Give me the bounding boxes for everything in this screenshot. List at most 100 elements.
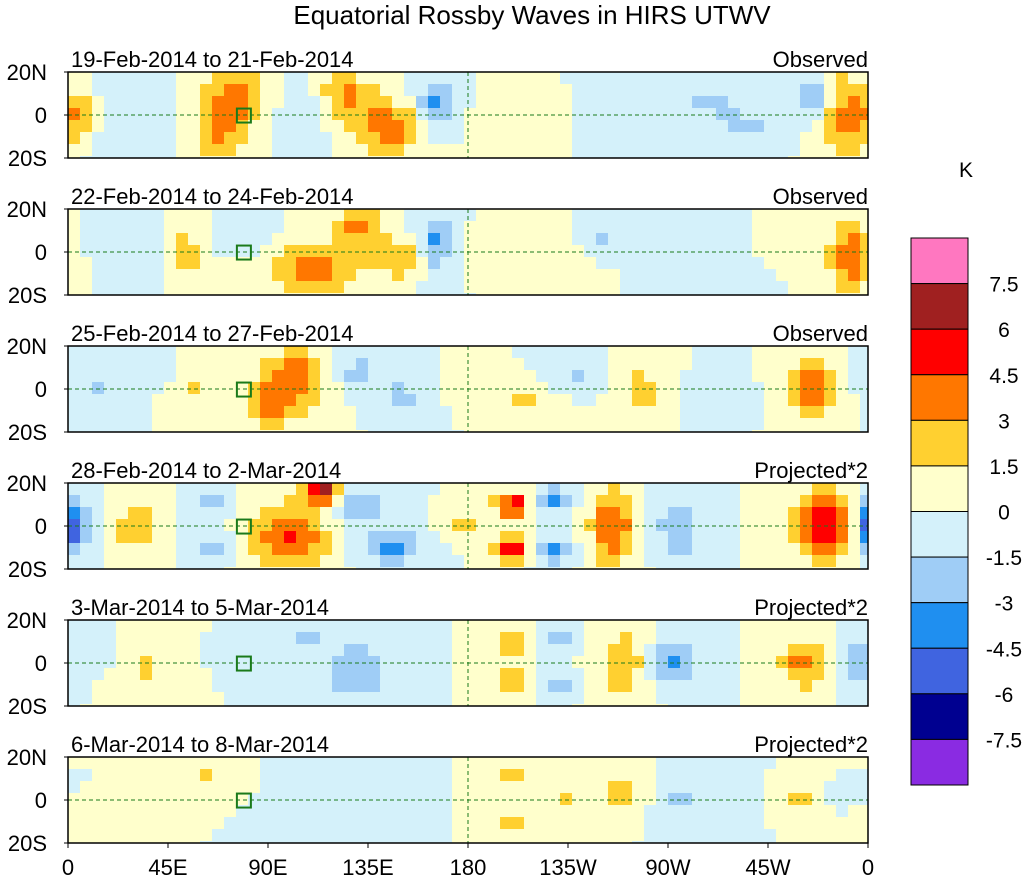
field-cell	[320, 418, 333, 431]
colorbar-unit: K	[959, 159, 973, 182]
field-cell	[344, 418, 357, 431]
field-cell	[812, 829, 825, 842]
field-cell	[572, 644, 585, 657]
field-cell	[440, 829, 453, 842]
field-cell	[440, 519, 453, 532]
field-cell	[188, 680, 201, 693]
field-cell	[440, 233, 453, 246]
field-cell	[464, 430, 477, 432]
field-cell	[92, 346, 105, 359]
field-cell	[632, 632, 645, 645]
field-cell	[728, 680, 741, 693]
field-cell	[404, 430, 417, 432]
field-cell	[512, 680, 525, 693]
field-cell	[236, 769, 249, 782]
field-cell	[536, 507, 549, 520]
field-cell	[368, 96, 381, 109]
field-cell	[356, 293, 369, 295]
field-cell	[716, 644, 729, 657]
field-cell	[800, 245, 813, 258]
field-cell	[488, 394, 501, 407]
field-cell	[116, 555, 129, 568]
field-cell	[800, 567, 813, 569]
field-cell	[212, 394, 225, 407]
field-cell	[320, 257, 333, 270]
field-cell	[344, 781, 357, 794]
field-cell	[608, 120, 621, 133]
field-cell	[596, 632, 609, 645]
field-cell	[812, 543, 825, 556]
field-cell	[380, 757, 393, 770]
field-cell	[752, 757, 765, 770]
field-cell	[764, 120, 777, 133]
field-cell	[344, 644, 357, 657]
field-cell	[272, 757, 285, 770]
field-cell	[104, 132, 117, 145]
field-cell	[212, 680, 225, 693]
field-cell	[392, 555, 405, 568]
field-cell	[164, 680, 177, 693]
field-cell	[740, 519, 753, 532]
field-cell	[500, 757, 513, 770]
field-cell	[344, 805, 357, 818]
field-cell	[368, 817, 381, 830]
field-cell	[632, 132, 645, 145]
field-cell	[224, 555, 237, 568]
field-cell	[236, 841, 249, 843]
field-cell	[668, 293, 681, 295]
field-cell	[848, 245, 861, 258]
field-cell	[572, 156, 585, 158]
field-cell	[152, 644, 165, 657]
field-cell	[164, 108, 177, 121]
field-cell	[440, 382, 453, 395]
field-cell	[752, 781, 765, 794]
field-cell	[284, 382, 297, 395]
field-cell	[344, 370, 357, 383]
field-cell	[332, 644, 345, 657]
field-cell	[584, 805, 597, 818]
field-cell	[788, 692, 801, 705]
field-cell	[248, 781, 261, 794]
field-cell	[488, 656, 501, 669]
field-cell	[80, 382, 93, 395]
field-cell	[68, 680, 81, 693]
field-cell	[344, 245, 357, 258]
field-cell	[560, 108, 573, 121]
field-cell	[416, 221, 429, 234]
field-cell	[260, 245, 273, 258]
field-cell	[656, 781, 669, 794]
field-cell	[812, 245, 825, 258]
field-cell	[572, 668, 585, 681]
field-cell	[512, 120, 525, 133]
field-cell	[332, 769, 345, 782]
field-cell	[620, 567, 633, 569]
field-cell	[464, 841, 477, 843]
field-cell	[836, 829, 849, 842]
field-cell	[380, 257, 393, 270]
field-cell	[272, 346, 285, 359]
field-cell	[176, 704, 189, 706]
field-cell	[188, 507, 201, 520]
field-cell	[608, 269, 621, 282]
field-cell	[404, 144, 417, 157]
field-cell	[656, 567, 669, 569]
field-cell	[404, 555, 417, 568]
field-cell	[176, 281, 189, 294]
field-cell	[308, 358, 321, 371]
field-cell	[572, 72, 585, 85]
field-cell	[728, 430, 741, 432]
field-cell	[200, 507, 213, 520]
field-cell	[344, 382, 357, 395]
field-cell	[752, 704, 765, 706]
field-cell	[416, 769, 429, 782]
field-cell	[308, 704, 321, 706]
field-cell	[500, 781, 513, 794]
field-cell	[776, 358, 789, 371]
field-cell	[260, 567, 273, 569]
field-cell	[776, 841, 789, 843]
field-cell	[464, 769, 477, 782]
field-cell	[296, 430, 309, 432]
field-cell	[476, 841, 489, 843]
field-cell	[668, 156, 681, 158]
field-cell	[608, 507, 621, 520]
